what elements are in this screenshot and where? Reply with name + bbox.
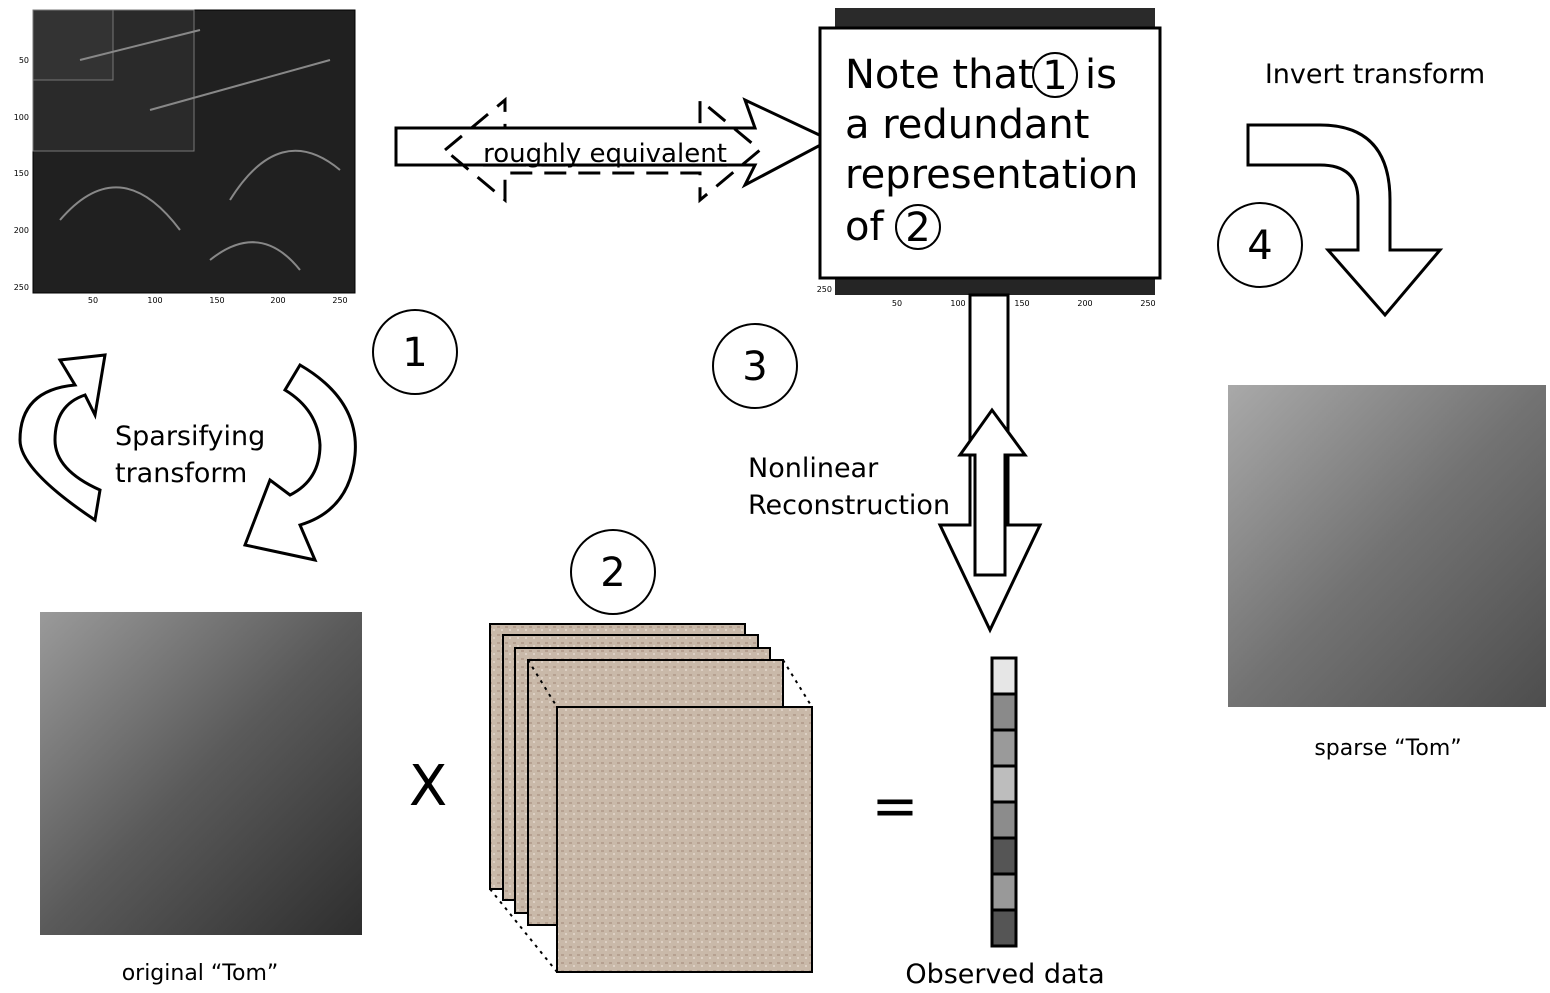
wavelet-image: [33, 10, 355, 293]
tick-label: 100: [147, 296, 162, 305]
step-label: 3: [742, 344, 767, 390]
note-circle-label: 1: [1042, 53, 1067, 99]
tick-label: 150: [209, 296, 224, 305]
sparse-photo: [1228, 385, 1546, 707]
note-circle-label: 2: [905, 205, 930, 251]
operator: X: [409, 754, 447, 819]
note-text: Note that: [845, 52, 1034, 98]
tick-label: 250: [332, 296, 347, 305]
invert-label: Invert transform: [1265, 59, 1485, 90]
tick-label: 200: [1077, 299, 1092, 308]
sparsifying-label: Sparsifying: [115, 421, 265, 452]
tick-label: 150: [1014, 299, 1029, 308]
tick-label: 150: [14, 169, 29, 178]
tick-label: 100: [950, 299, 965, 308]
page: 50 100 150 200 250 50 100 150 200 250 ro…: [0, 0, 1550, 993]
note-text: a redundant: [845, 102, 1089, 148]
tick-label: 250: [14, 283, 29, 292]
equivalence-label: roughly equivalent: [483, 139, 727, 169]
observed-vector: [992, 658, 1016, 946]
curved-arrow: [245, 365, 355, 560]
note-text: is: [1085, 52, 1117, 98]
step-label: 1: [402, 330, 427, 376]
tick-label: 100: [14, 113, 29, 122]
curved-arrow: [1248, 125, 1440, 315]
step-label: 4: [1247, 223, 1272, 269]
tick-label: 250: [817, 285, 832, 294]
tick-label: 200: [14, 226, 29, 235]
reconstruction-label: Nonlinear: [748, 453, 879, 484]
step-label: 2: [600, 550, 625, 596]
caption: sparse “Tom”: [1314, 736, 1461, 761]
wavelet-y-axis: 50 100 150 200 250: [14, 56, 29, 292]
sparsifying-label: transform: [115, 458, 247, 489]
original-photo: [40, 612, 362, 935]
caption: original “Tom”: [122, 961, 279, 986]
operator: =: [872, 774, 919, 839]
tick-label: 250: [1140, 299, 1155, 308]
tick-label: 50: [88, 296, 98, 305]
caption: Observed data: [905, 959, 1104, 990]
matrix-stack: [490, 624, 812, 972]
tick-label: 50: [892, 299, 902, 308]
note-text: representation: [845, 152, 1138, 198]
reconstruction-label: Reconstruction: [748, 490, 950, 521]
note-text: of: [845, 204, 884, 250]
tick-label: 200: [270, 296, 285, 305]
tick-label: 50: [19, 56, 29, 65]
diagram: 50 100 150 200 250 50 100 150 200 250 ro…: [0, 0, 1550, 993]
curved-arrow: [20, 355, 105, 520]
wavelet-x-axis: 50 100 150 200 250: [88, 296, 348, 305]
